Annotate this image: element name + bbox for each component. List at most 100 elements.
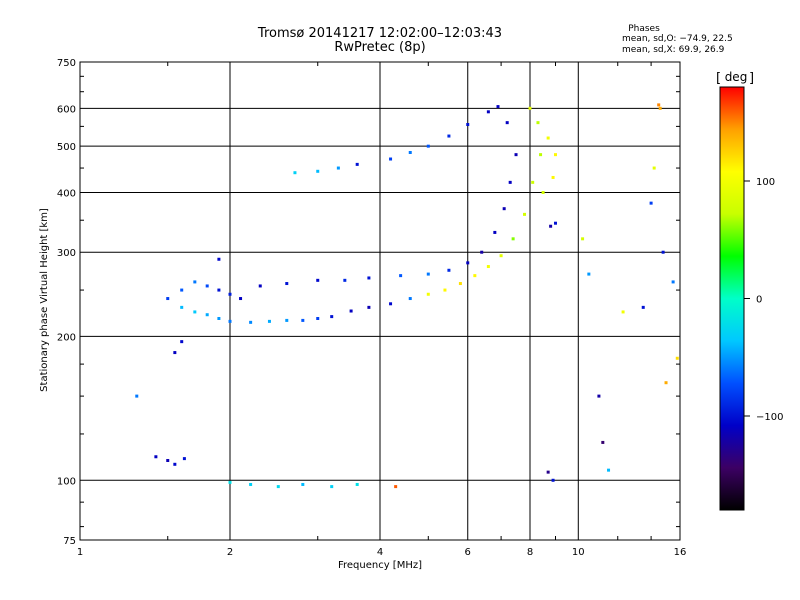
data-point xyxy=(394,485,398,489)
data-point xyxy=(539,153,543,157)
chart-title: Tromsø 20141217 12:02:00–12:03:43 xyxy=(257,26,503,41)
data-point xyxy=(180,305,184,309)
y-tick-label: 300 xyxy=(57,248,76,259)
data-point xyxy=(228,480,232,484)
data-point xyxy=(182,457,186,461)
x-axis-label: Frequency [MHz] xyxy=(338,560,422,571)
y-tick-label: 600 xyxy=(57,104,76,115)
data-point xyxy=(399,274,403,278)
data-point xyxy=(349,309,353,313)
data-point xyxy=(217,316,221,320)
data-point xyxy=(316,169,320,173)
data-point xyxy=(217,288,221,292)
data-points xyxy=(135,103,679,489)
data-point xyxy=(553,221,557,225)
data-point xyxy=(180,288,184,292)
data-point xyxy=(389,157,393,161)
data-point xyxy=(473,274,477,278)
y-tick-label: 500 xyxy=(57,142,76,153)
data-point xyxy=(173,462,177,466)
data-point xyxy=(486,110,490,114)
chart-subtitle: RwPretec (8p) xyxy=(334,40,426,55)
data-point xyxy=(228,292,232,296)
data-point xyxy=(336,166,340,170)
data-point xyxy=(551,175,555,179)
data-point xyxy=(486,265,490,269)
data-point xyxy=(355,482,359,486)
phase-stats-title: Phases xyxy=(628,24,660,34)
colorbar-tick-label: −100 xyxy=(756,412,783,423)
data-point xyxy=(389,302,393,306)
data-point xyxy=(505,121,509,125)
data-point xyxy=(511,237,515,241)
data-point xyxy=(549,224,553,228)
data-point xyxy=(664,381,668,385)
grid-lines xyxy=(80,62,680,540)
data-point xyxy=(447,134,451,138)
x-tick-label: 10 xyxy=(572,547,585,558)
data-point xyxy=(228,319,232,323)
data-point xyxy=(173,351,177,355)
data-point xyxy=(528,106,532,110)
data-point xyxy=(466,123,470,127)
y-tick-label: 750 xyxy=(57,58,76,69)
data-point xyxy=(587,272,591,276)
data-point xyxy=(661,250,665,254)
data-point xyxy=(330,315,334,319)
data-point xyxy=(249,320,253,324)
data-point xyxy=(205,313,209,317)
y-axis-label: Stationary phase Virtual Height [km] xyxy=(39,208,50,392)
data-point xyxy=(367,276,371,280)
x-tick-label: 6 xyxy=(465,547,471,558)
data-point xyxy=(671,280,675,284)
data-point xyxy=(205,284,209,288)
data-point xyxy=(408,150,412,154)
data-point xyxy=(166,297,170,301)
data-point xyxy=(343,278,347,282)
x-tick-label: 16 xyxy=(674,547,687,558)
data-point xyxy=(641,305,645,309)
data-point xyxy=(301,482,305,486)
y-tick-label: 400 xyxy=(57,188,76,199)
data-point xyxy=(458,282,462,286)
data-point xyxy=(258,284,262,288)
data-point xyxy=(480,250,484,254)
colorbar-label: deg xyxy=(725,70,748,84)
data-point xyxy=(551,478,555,482)
data-point xyxy=(193,310,197,314)
data-point xyxy=(597,394,601,398)
data-point xyxy=(493,230,497,234)
data-point xyxy=(166,458,170,462)
data-point xyxy=(514,153,518,157)
data-point xyxy=(285,282,289,286)
data-point xyxy=(180,340,184,344)
data-point xyxy=(531,180,535,184)
data-point xyxy=(621,310,625,314)
data-point xyxy=(658,106,662,110)
data-point xyxy=(217,257,221,261)
data-point xyxy=(546,136,550,140)
data-point xyxy=(607,468,611,472)
data-point xyxy=(408,297,412,301)
colorbar-bracket-left: [ xyxy=(716,71,721,86)
data-point xyxy=(316,316,320,320)
data-point xyxy=(652,166,656,170)
data-point xyxy=(367,305,371,309)
colorbar: deg [ ] 100 0 −100 xyxy=(716,70,783,511)
phase-stats-o: mean, sd,O: −74.9, 22.5 xyxy=(622,34,733,44)
data-point xyxy=(355,162,359,166)
data-point xyxy=(601,440,605,444)
y-tick-label: 100 xyxy=(57,476,76,487)
data-point xyxy=(239,297,243,301)
x-tick-label: 1 xyxy=(77,547,83,558)
data-point xyxy=(553,153,557,157)
data-point xyxy=(502,207,506,211)
axis-ticks: 1 2 4 6 8 10 16 75 100 200 300 400 500 600 750 xyxy=(57,58,686,558)
data-point xyxy=(249,482,253,486)
y-tick-label: 75 xyxy=(63,536,76,547)
data-point xyxy=(443,288,447,292)
data-point xyxy=(649,201,653,205)
data-point xyxy=(426,292,430,296)
data-point xyxy=(541,190,545,194)
data-point xyxy=(285,318,289,322)
